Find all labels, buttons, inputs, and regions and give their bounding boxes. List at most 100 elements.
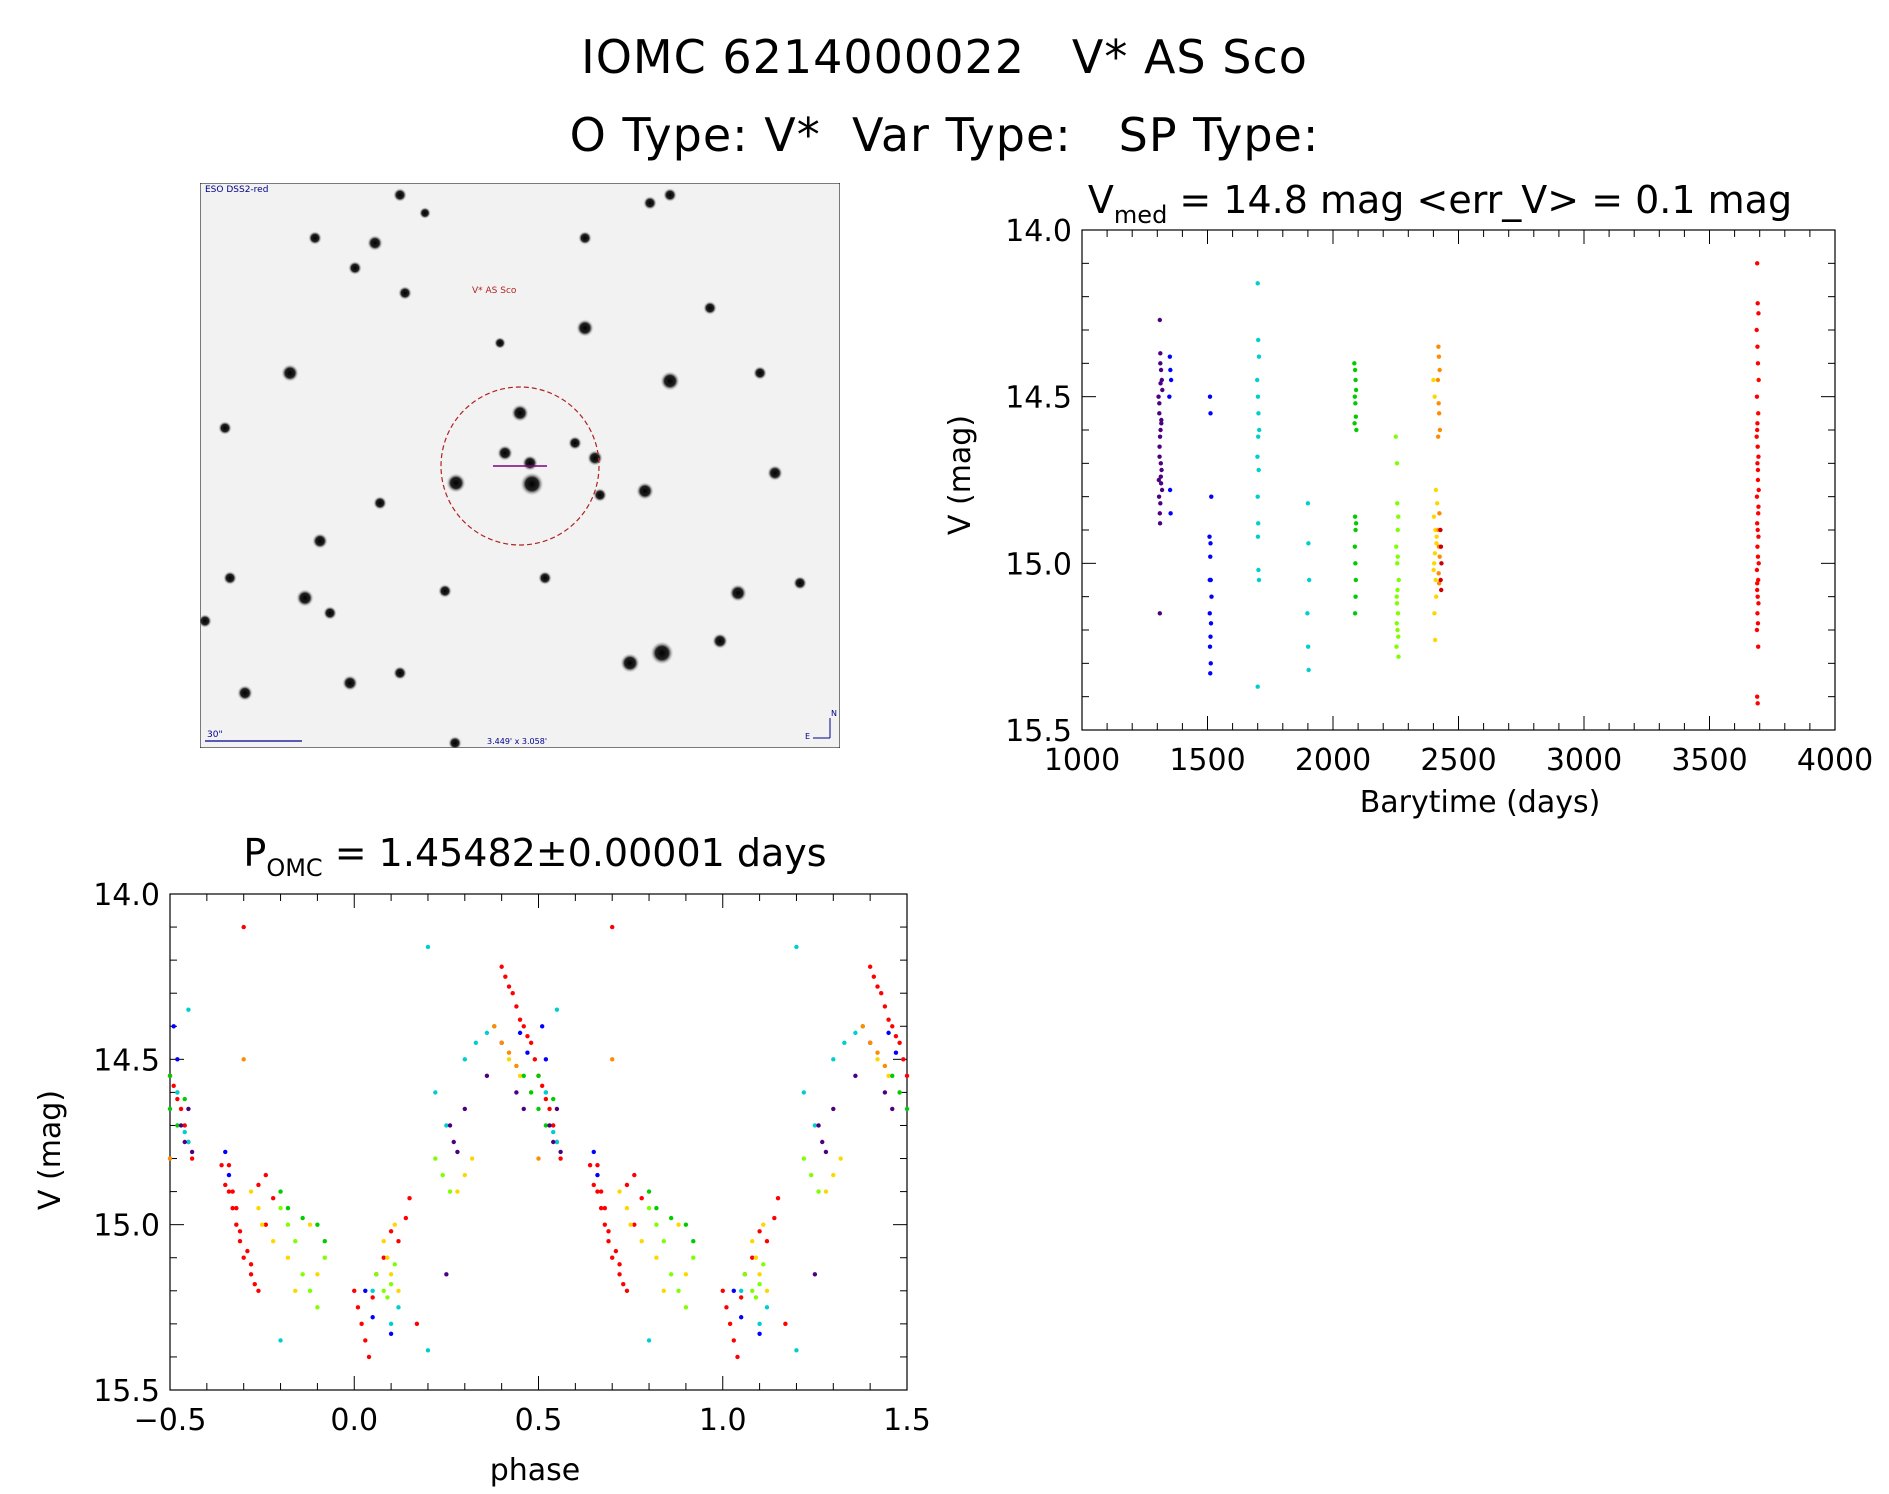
phase-point: [683, 1272, 689, 1277]
lc-xtick-label: 2500: [1420, 743, 1496, 778]
phase-point: [598, 1189, 604, 1194]
phase-point: [278, 1189, 283, 1194]
phase-point: [783, 1321, 788, 1327]
lc-point: [1438, 587, 1444, 593]
star: [520, 472, 544, 496]
phase-point: [731, 1338, 737, 1343]
phase-point: [263, 1172, 269, 1178]
lc-point: [1436, 401, 1441, 406]
lc-title-sub: med: [1114, 201, 1167, 229]
lc-xtick-label: 2000: [1295, 743, 1371, 778]
main-title: IOMC 6214000022 V* AS Sco: [581, 30, 1308, 84]
phase-point: [820, 1139, 825, 1145]
phase-point: [237, 1229, 243, 1234]
phase-point: [853, 1073, 858, 1079]
phase-point: [558, 1149, 563, 1155]
lc-point: [1755, 594, 1760, 599]
phase-point: [315, 1305, 320, 1310]
phase-point: [307, 1222, 313, 1227]
lc-point: [1433, 487, 1439, 493]
object-type-line: O Type: V* Var Type: SP Type:: [569, 108, 1320, 162]
phase-point: [676, 1222, 681, 1227]
phase-point: [182, 1123, 187, 1128]
lc-point: [1256, 521, 1261, 526]
lc-point: [1435, 377, 1441, 383]
phase-point: [230, 1189, 235, 1194]
lc-point: [1437, 511, 1442, 516]
phase-frame: [169, 893, 908, 1391]
lc-point: [1254, 377, 1260, 383]
lc-point: [1433, 577, 1438, 583]
star: [636, 482, 654, 500]
lc-point: [1396, 514, 1401, 519]
phase-point: [875, 1057, 880, 1062]
phase-point: [175, 1057, 180, 1062]
lc-point: [1432, 394, 1437, 399]
phase-point: [521, 1073, 526, 1079]
lc-point: [1755, 511, 1761, 516]
lc-point: [1209, 494, 1214, 499]
lc-point: [1256, 467, 1261, 473]
lc-point: [1305, 644, 1311, 649]
phase-point: [234, 1222, 239, 1227]
lc-point: [1208, 661, 1213, 666]
lc-point: [1256, 411, 1261, 416]
lc-point: [1207, 577, 1212, 583]
lc-point: [1433, 527, 1438, 533]
star: [398, 286, 412, 300]
lc-ytick-label: 14.0: [1005, 214, 1072, 249]
phase-point: [882, 1004, 888, 1009]
phase-point: [886, 1073, 891, 1079]
phase-point: [654, 1222, 659, 1227]
lc-point: [1255, 494, 1260, 499]
phase-point: [757, 1321, 762, 1327]
lc-point: [1755, 701, 1760, 706]
lc-point: [1396, 654, 1401, 659]
phase-point: [506, 1057, 512, 1062]
phase-point: [462, 1106, 467, 1112]
lc-point: [1755, 344, 1760, 349]
lc-point: [1436, 344, 1441, 349]
phase-point: [499, 964, 504, 969]
lc-point: [1755, 411, 1761, 416]
lc-point: [1256, 337, 1261, 343]
phase-point: [315, 1222, 320, 1227]
lc-point: [1755, 621, 1761, 626]
star: [323, 606, 337, 620]
phase-point: [241, 1057, 246, 1062]
phase-point: [853, 1030, 858, 1036]
phase-point: [469, 1156, 475, 1161]
phase-point: [237, 1239, 243, 1244]
phase-point: [178, 1106, 184, 1112]
lc-point: [1158, 351, 1163, 356]
phase-point: [278, 1205, 283, 1211]
lc-point: [1436, 354, 1442, 359]
phase-point: [171, 1083, 176, 1088]
lc-point: [1754, 434, 1759, 439]
lc-point: [1157, 434, 1163, 439]
phase-point: [433, 1090, 438, 1095]
lc-point: [1306, 541, 1311, 546]
phase-point: [363, 1288, 368, 1293]
star: [419, 207, 431, 219]
phase-xtick-label: −0.5: [134, 1403, 207, 1438]
phase-point: [230, 1205, 235, 1211]
phase-point: [392, 1222, 397, 1227]
phase-point: [171, 1024, 176, 1029]
phase-point: [683, 1222, 689, 1227]
phase-point: [617, 1189, 622, 1194]
lc-point: [1167, 394, 1172, 399]
svg-text:Vmed = 14.8 mag <err_V> = 0.1: Vmed = 14.8 mag <err_V> = 0.1 mag: [1088, 178, 1792, 229]
lc-point: [1352, 421, 1357, 426]
phase-point: [300, 1215, 305, 1221]
lc-point: [1352, 367, 1358, 373]
phase-point: [167, 1073, 173, 1079]
phase-point: [801, 1156, 807, 1161]
phase-point: [245, 1248, 250, 1254]
phase-point: [186, 1139, 191, 1145]
lc-point: [1157, 521, 1163, 526]
phase-point: [632, 1222, 637, 1227]
lc-point: [1395, 587, 1400, 593]
star: [373, 496, 387, 510]
lc-point: [1756, 534, 1761, 539]
